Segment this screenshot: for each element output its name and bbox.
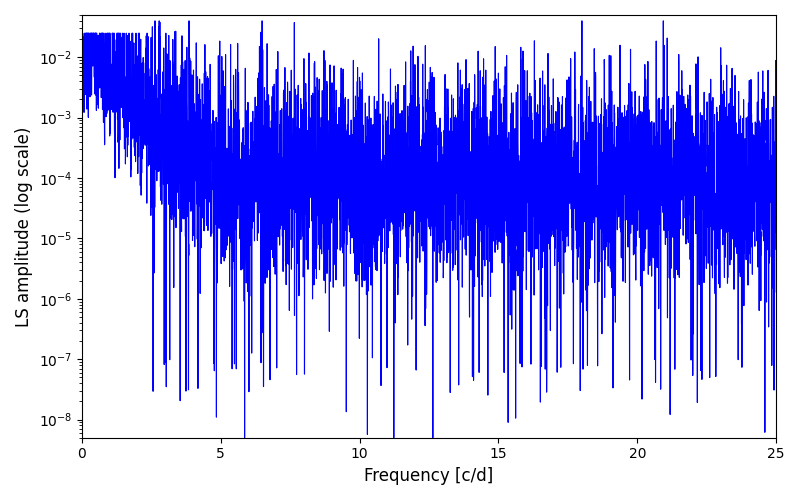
Y-axis label: LS amplitude (log scale): LS amplitude (log scale) xyxy=(15,126,33,326)
X-axis label: Frequency [c/d]: Frequency [c/d] xyxy=(364,467,494,485)
